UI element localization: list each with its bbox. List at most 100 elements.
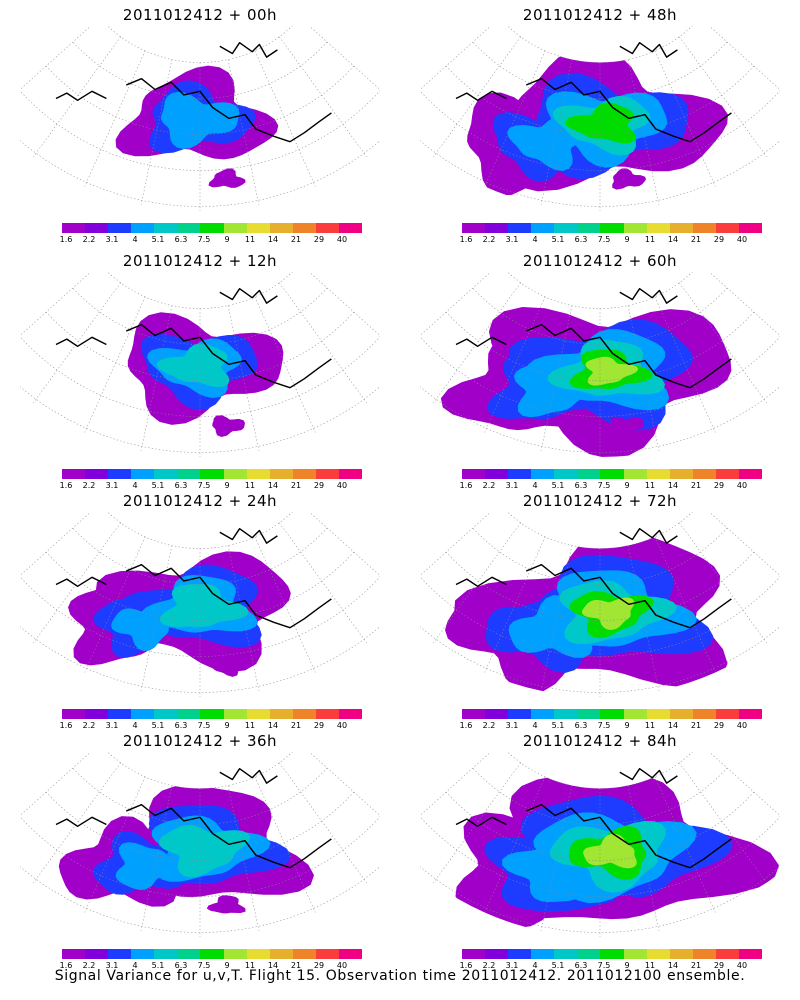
variance-map xyxy=(420,752,780,937)
coastline xyxy=(55,41,332,143)
color-scale-swatch xyxy=(600,469,624,479)
color-scale-swatch xyxy=(531,469,555,479)
color-scale-swatch xyxy=(646,223,670,233)
coastline xyxy=(455,527,732,629)
color-scale-bar xyxy=(62,709,363,719)
color-scale-swatch xyxy=(269,223,293,233)
color-scale-tick: 6.3 xyxy=(174,961,188,970)
color-scale-tick: 29 xyxy=(313,481,325,490)
color-scale-swatch xyxy=(623,223,647,233)
color-scale-tick: 3.1 xyxy=(505,721,519,730)
panel-title: 2011012412 + 60h xyxy=(522,252,678,270)
color-scale-swatch xyxy=(692,709,716,719)
variance-contour xyxy=(583,833,637,869)
color-scale-tick: 21 xyxy=(290,961,302,970)
color-scale-tick: 14 xyxy=(267,721,279,730)
color-scale-swatch xyxy=(223,949,247,959)
color-scale-swatch xyxy=(177,223,201,233)
color-scale-swatch xyxy=(108,469,132,479)
color-scale-tick: 5.1 xyxy=(151,481,165,490)
color-scale-swatch xyxy=(669,709,693,719)
color-scale-tick: 29 xyxy=(313,235,325,244)
color-scale-tick: 40 xyxy=(336,481,348,490)
color-scale-swatch xyxy=(646,469,670,479)
variance-map xyxy=(20,26,380,211)
map-panel: 2011012412 + 12h 1.6 2.2 3.1 4 5.1 6.3 7.5 9 11 14… xyxy=(0,246,400,494)
color-scale-swatch xyxy=(62,949,86,959)
color-scale-swatch xyxy=(131,469,155,479)
panel-title: 2011012412 + 84h xyxy=(522,732,678,750)
panel-title: 2011012412 + 24h xyxy=(122,492,278,510)
color-scale-swatch xyxy=(131,223,155,233)
variance-contour xyxy=(206,895,246,914)
color-scale-tick: 40 xyxy=(336,721,348,730)
color-scale-swatch xyxy=(508,469,532,479)
color-scale-tick: 40 xyxy=(336,961,348,970)
variance-contour xyxy=(507,116,584,171)
color-scale-tick: 1.6 xyxy=(459,235,473,244)
color-scale-swatch xyxy=(623,469,647,479)
variance-contour xyxy=(565,102,636,144)
color-scale-swatch xyxy=(62,709,86,719)
color-scale-tick: 2.2 xyxy=(482,961,496,970)
color-scale-tick: 1.6 xyxy=(459,721,473,730)
color-scale-swatch xyxy=(669,949,693,959)
panel-title: 2011012412 + 48h xyxy=(522,6,678,24)
color-scale-labels: 1.6 2.2 3.1 4 5.1 6.3 7.5 9 11 14 21 29 40 xyxy=(60,481,362,491)
color-scale-swatch xyxy=(600,709,624,719)
color-scale-swatch xyxy=(715,709,739,719)
variance-map xyxy=(20,512,380,697)
color-scale-swatch xyxy=(223,223,247,233)
color-scale-tick: 9 xyxy=(624,481,630,490)
variance-contour xyxy=(212,415,245,438)
color-scale-tick: 21 xyxy=(290,235,302,244)
graticule xyxy=(20,272,380,457)
color-scale-tick: 6.3 xyxy=(574,961,588,970)
color-scale-tick: 21 xyxy=(690,481,702,490)
color-scale-swatch xyxy=(269,949,293,959)
color-scale-tick: 14 xyxy=(267,481,279,490)
color-scale-tick: 2.2 xyxy=(482,481,496,490)
color-scale-tick: 40 xyxy=(736,481,748,490)
color-scale-swatch xyxy=(692,949,716,959)
color-scale-swatch xyxy=(715,949,739,959)
variance-contour xyxy=(156,343,230,388)
coastline xyxy=(455,767,732,869)
color-scale-swatch xyxy=(315,469,339,479)
color-scale-tick: 7.5 xyxy=(597,481,611,490)
color-scale-swatch xyxy=(62,223,86,233)
color-scale-tick: 6.3 xyxy=(174,721,188,730)
graticule xyxy=(20,512,380,697)
color-scale-tick: 11 xyxy=(244,721,256,730)
variance-contour xyxy=(581,597,635,630)
color-scale-swatch xyxy=(554,949,578,959)
color-scale-swatch xyxy=(177,709,201,719)
color-scale-swatch xyxy=(62,469,86,479)
color-scale-tick: 4 xyxy=(532,481,538,490)
color-scale-tick: 14 xyxy=(667,961,679,970)
color-scale-tick: 29 xyxy=(713,235,725,244)
color-scale-tick: 5.1 xyxy=(551,721,565,730)
color-scale-swatch xyxy=(315,949,339,959)
color-scale-swatch xyxy=(508,949,532,959)
color-scale-tick: 2.2 xyxy=(82,235,96,244)
color-scale-tick: 3.1 xyxy=(505,481,519,490)
color-scale-swatch xyxy=(646,949,670,959)
color-scale-bar xyxy=(62,949,363,959)
color-scale-swatch xyxy=(738,223,763,233)
figure-caption: Signal Variance for u,v,T. Flight 15. Ob… xyxy=(54,968,746,984)
color-scale-tick: 9 xyxy=(624,235,630,244)
map-panel: 2011012412 + 24h 1.6 2.2 3.1 4 5.1 6.3 7.5 9 11 14… xyxy=(0,486,400,734)
color-scale-tick: 3.1 xyxy=(105,235,119,244)
color-scale-tick: 11 xyxy=(644,481,656,490)
graticule xyxy=(20,26,380,211)
color-scale-labels: 1.6 2.2 3.1 4 5.1 6.3 7.5 9 11 14 21 29 40 xyxy=(60,235,362,245)
color-scale-tick: 2.2 xyxy=(82,721,96,730)
variance-contour xyxy=(513,361,601,418)
color-scale-swatch xyxy=(531,949,555,959)
map-panel: 2011012412 + 72h 1.6 2.2 3.1 4 5.1 6.3 7.5 9 11 14… xyxy=(400,486,800,734)
color-scale-tick: 7.5 xyxy=(597,721,611,730)
color-scale-swatch xyxy=(462,223,486,233)
color-scale-tick: 3.1 xyxy=(105,721,119,730)
variance-contour xyxy=(612,168,646,190)
